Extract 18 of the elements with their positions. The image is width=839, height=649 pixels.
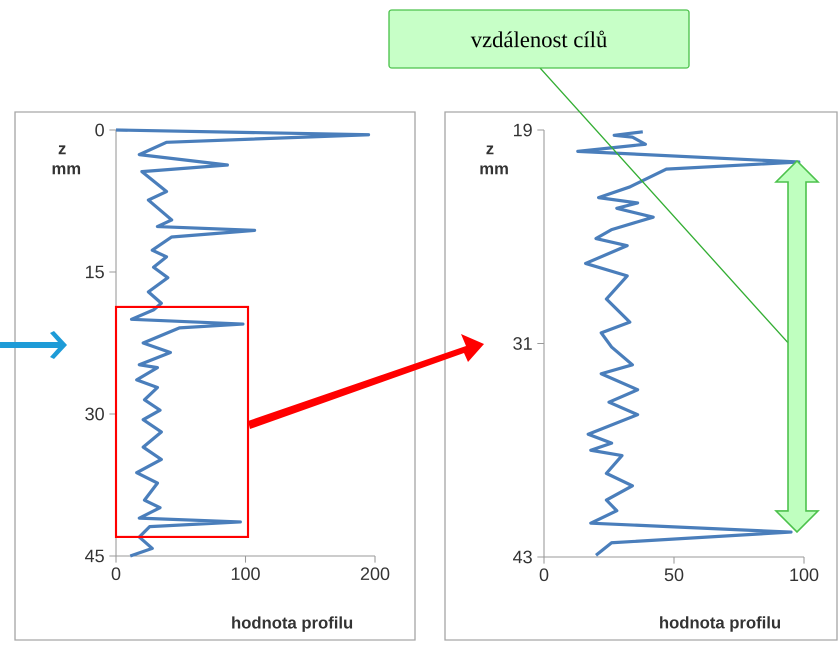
y-tick-label: 19: [514, 124, 532, 136]
y-tick-label: 30: [85, 408, 104, 420]
y-tick-label: 43: [513, 550, 532, 564]
y-tick-label: 45: [85, 550, 104, 562]
x-tick-label: 100: [790, 568, 818, 582]
y-tick-label: 31: [513, 337, 532, 350]
x-axis-title: hodnota profilu: [232, 616, 352, 632]
y-axis-title: z mm: [480, 145, 508, 174]
y-tick-label: 0: [95, 124, 104, 136]
text: vzdálenost cílů: [470, 30, 607, 48]
x-tick-label: 50: [664, 568, 684, 582]
x-tick-label: 0: [540, 568, 548, 582]
x-tick-label: 0: [112, 567, 120, 580]
x-tick-label: 200: [360, 567, 390, 580]
x-axis-title: hodnota profilu: [660, 616, 780, 632]
y-tick-label: 15: [86, 266, 104, 278]
y-axis-title: z mm: [52, 145, 80, 174]
x-tick-label: 100: [232, 567, 260, 580]
